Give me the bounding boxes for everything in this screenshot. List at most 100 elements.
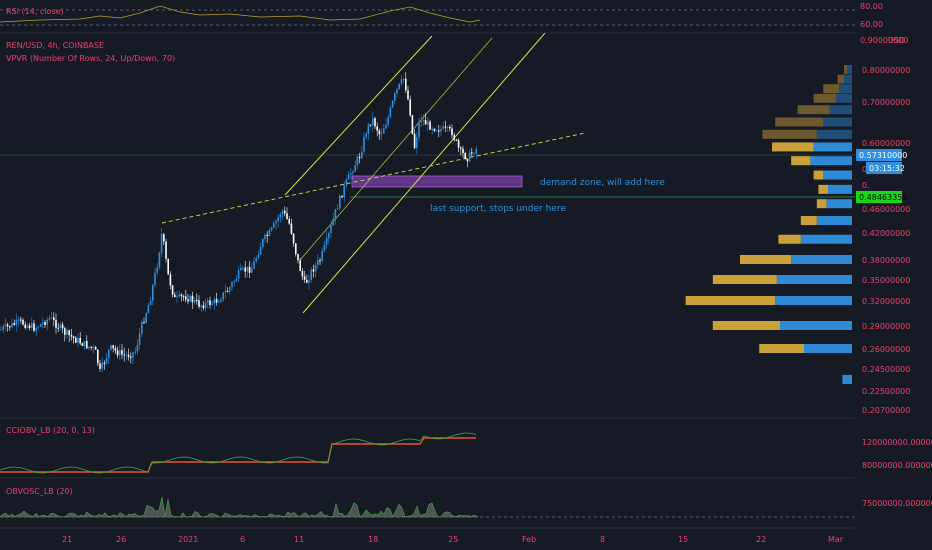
candle-body xyxy=(347,174,350,180)
volume-profile-down-bar xyxy=(837,74,844,84)
volume-profile-up-bar xyxy=(847,65,852,74)
date-label: 26 xyxy=(116,535,126,544)
candle-body xyxy=(86,341,88,349)
candle-body xyxy=(281,210,284,215)
candle-body xyxy=(367,124,370,134)
price-tick: 0.26000000 xyxy=(862,345,910,354)
volume-profile-down-bar xyxy=(685,296,776,305)
candle-body xyxy=(361,151,363,158)
candle-body xyxy=(31,323,33,329)
candle-body xyxy=(277,217,279,222)
date-label: 18 xyxy=(368,535,378,544)
rsi-tick: 80.00 xyxy=(860,2,883,11)
candle-body xyxy=(416,137,418,148)
candle-body xyxy=(354,165,356,172)
candle-body xyxy=(125,354,128,356)
candle-body xyxy=(262,239,264,248)
candle-body xyxy=(312,269,315,272)
volume-profile-down-bar xyxy=(775,117,824,127)
candle-body xyxy=(246,266,249,272)
date-label: 22 xyxy=(756,535,766,544)
volume-profile-up-bar xyxy=(780,321,852,330)
volume-profile xyxy=(685,65,852,384)
candle-body xyxy=(4,324,7,327)
candle-body xyxy=(330,225,332,234)
candle-body xyxy=(2,326,4,330)
volume-profile-up-bar xyxy=(810,156,852,166)
channel-middle[interactable] xyxy=(299,37,493,261)
candle-body xyxy=(79,338,81,344)
candle-body xyxy=(251,268,253,273)
candle-body xyxy=(116,350,119,356)
candle-body xyxy=(213,299,216,304)
candle-body xyxy=(413,133,416,148)
candle-body xyxy=(257,254,260,259)
candle-body xyxy=(167,258,169,275)
candle-body xyxy=(108,349,110,358)
volume-profile-up-bar xyxy=(804,344,852,353)
cci-obv-pane xyxy=(0,432,477,474)
candle-body xyxy=(33,323,35,331)
candle-body xyxy=(42,322,44,324)
volume-profile-down-bar xyxy=(813,93,836,103)
candle-body xyxy=(187,299,189,302)
candle-body xyxy=(119,350,121,356)
candle-body xyxy=(396,88,398,94)
candle-body xyxy=(28,325,31,329)
channel-lower[interactable] xyxy=(302,32,546,314)
candle-body xyxy=(358,156,361,158)
candle-body xyxy=(88,346,90,349)
volume-profile-down-bar xyxy=(778,234,801,244)
candle-body xyxy=(138,333,141,345)
candle-body xyxy=(101,362,103,369)
channel-upper[interactable] xyxy=(284,35,433,196)
volume-profile-down-bar xyxy=(712,321,780,330)
candle-body xyxy=(55,319,57,328)
candle-body xyxy=(319,260,321,262)
volume-profile-down-bar xyxy=(759,344,804,353)
date-label: 15 xyxy=(678,535,688,544)
candle-body xyxy=(253,261,255,269)
demand-zone-box[interactable] xyxy=(351,175,523,188)
candle-body xyxy=(53,317,55,320)
candle-body xyxy=(391,100,394,108)
price-tick: 0.35000000 xyxy=(862,276,910,285)
candle-body xyxy=(145,313,147,323)
price-tick: 0.32000000 xyxy=(862,297,910,306)
volume-profile-up-bar xyxy=(813,142,852,152)
candle-body xyxy=(435,130,438,132)
candle-body xyxy=(218,301,220,303)
candle-body xyxy=(321,250,323,261)
volume-profile-down-bar xyxy=(816,199,827,209)
candle-body xyxy=(196,299,198,301)
candle-body xyxy=(387,117,389,125)
candle-body xyxy=(198,300,200,307)
candle-body xyxy=(207,300,209,303)
candle-body xyxy=(270,227,273,230)
candle-body xyxy=(57,327,59,329)
date-label: 8 xyxy=(600,535,605,544)
candle-body xyxy=(389,107,392,118)
candle-body xyxy=(350,173,352,175)
candle-body xyxy=(343,185,345,198)
candle-body xyxy=(468,152,471,162)
volume-profile-down-bar xyxy=(740,255,792,264)
candle-body xyxy=(297,253,299,261)
price-tick: 0.46000000 xyxy=(862,205,910,214)
candle-body xyxy=(411,115,414,134)
candle-body xyxy=(123,354,125,356)
price-tick: 0.29000000 xyxy=(862,322,910,331)
candle-body xyxy=(235,278,238,282)
price-tick: 0.22500000 xyxy=(862,387,910,396)
candle-body xyxy=(191,295,194,303)
candle-body xyxy=(143,322,145,324)
price-tick: 0.42000000 xyxy=(862,229,910,238)
candle-body xyxy=(158,252,161,268)
dashed-trendline[interactable] xyxy=(161,132,586,224)
candle-body xyxy=(268,229,271,237)
candle-body xyxy=(44,322,46,325)
candle-body xyxy=(229,287,231,292)
last-support-label: last support, stops under here xyxy=(430,204,566,214)
